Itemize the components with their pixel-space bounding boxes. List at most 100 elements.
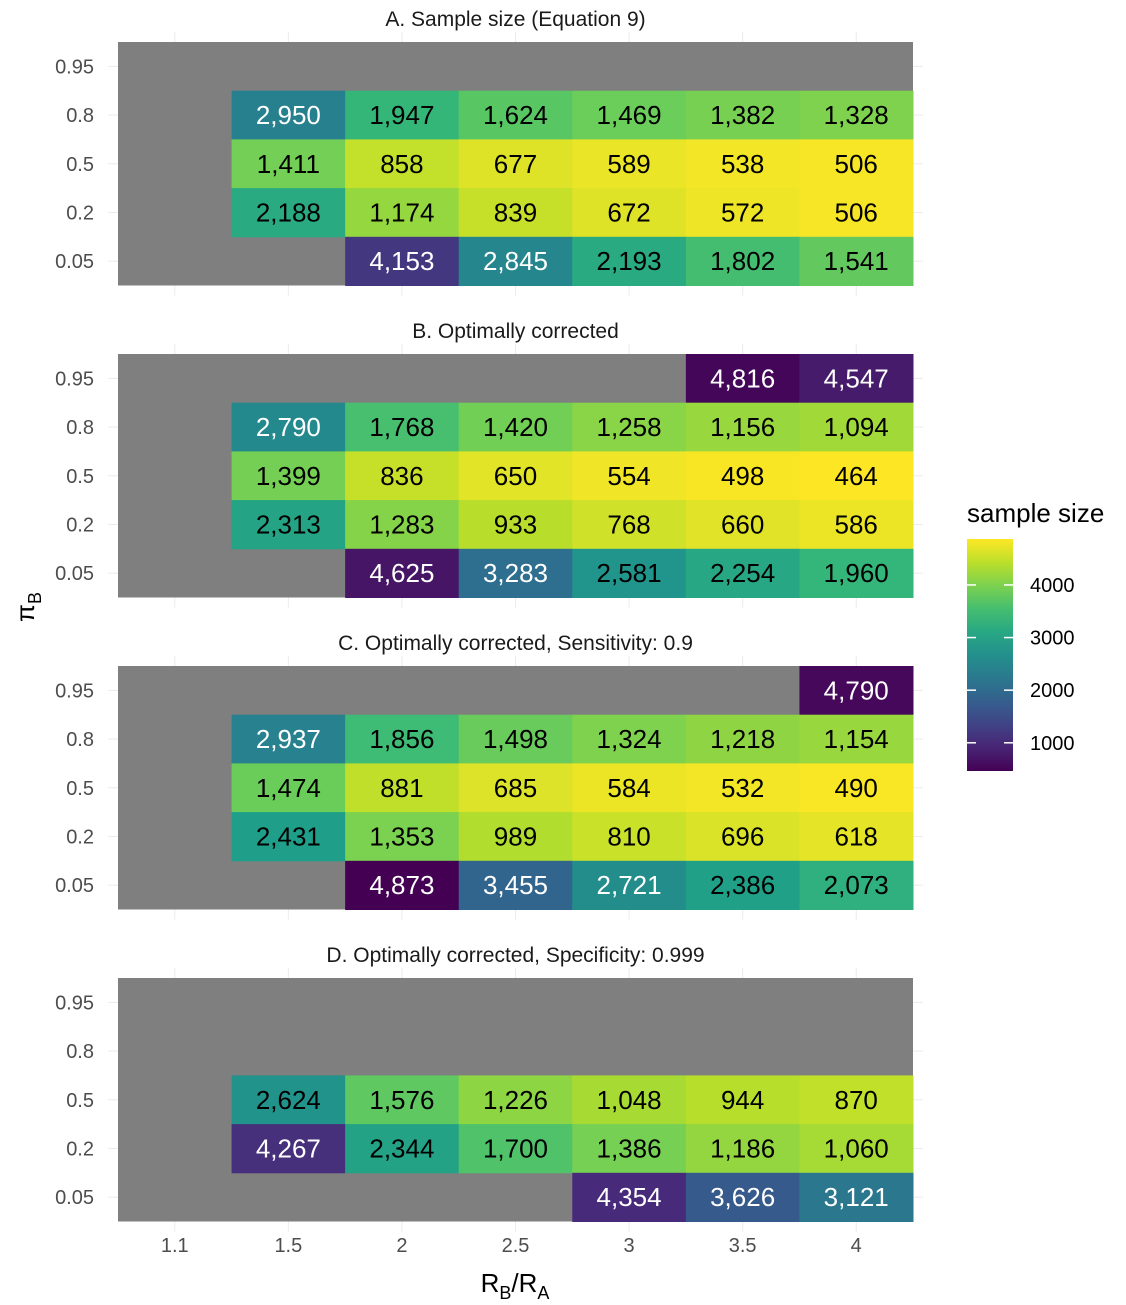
heatmap-cell xyxy=(572,812,687,862)
heatmap-cell xyxy=(685,236,800,286)
cell-label: 2,721 xyxy=(597,870,662,900)
heatmap-cell xyxy=(572,451,687,501)
heatmap-cell xyxy=(345,500,460,550)
cell-label: 618 xyxy=(835,821,878,851)
heatmap-cell xyxy=(345,1075,460,1125)
heatmap-cell xyxy=(458,139,573,189)
heatmap-cell xyxy=(231,500,346,550)
heatmap-cell xyxy=(685,90,800,140)
cell-label: 584 xyxy=(607,773,650,803)
y-tick-label: 0.8 xyxy=(66,105,94,127)
cell-label: 1,768 xyxy=(369,412,434,442)
legend-colorbar xyxy=(967,539,1013,771)
heatmap-cell xyxy=(685,188,800,238)
y-tick-label: 0.05 xyxy=(55,251,94,273)
heatmap-cell xyxy=(685,1075,800,1125)
heatmap-cell xyxy=(458,402,573,452)
cell-label: 464 xyxy=(835,461,878,491)
cell-label: 1,960 xyxy=(824,558,889,588)
cell-label: 1,576 xyxy=(369,1085,434,1115)
heatmap-cell xyxy=(799,1172,914,1222)
panel-1: A. Sample size (Equation 9) 0.95 0.8 2,950 1… xyxy=(55,8,923,296)
heatmap-cell xyxy=(231,714,346,764)
heatmap-cell xyxy=(799,666,914,716)
cell-label: 1,624 xyxy=(483,100,548,130)
cell-label: 1,474 xyxy=(256,773,321,803)
cell-label: 2,344 xyxy=(369,1133,434,1163)
heatmap-cell xyxy=(572,860,687,910)
cell-label: 2,950 xyxy=(256,100,321,130)
heatmap-cell xyxy=(685,451,800,501)
heatmap-cell xyxy=(799,188,914,238)
cell-label: 672 xyxy=(607,197,650,227)
cell-label: 538 xyxy=(721,149,764,179)
cell-label: 1,174 xyxy=(369,197,434,227)
heatmap-cell xyxy=(231,763,346,813)
cell-label: 2,624 xyxy=(256,1085,321,1115)
heatmap-cell xyxy=(572,1124,687,1174)
cell-label: 989 xyxy=(494,821,537,851)
cell-label: 1,258 xyxy=(597,412,662,442)
cell-label: 1,324 xyxy=(597,724,662,754)
heatmap-cell xyxy=(799,500,914,550)
cell-label: 2,386 xyxy=(710,870,775,900)
cell-label: 685 xyxy=(494,773,537,803)
y-axis-title-main: π xyxy=(10,604,40,622)
legend-tick-label: 1000 xyxy=(1030,733,1075,755)
panel-title: C. Optimally corrected, Sensitivity: 0.9 xyxy=(338,632,693,655)
cell-label: 3,283 xyxy=(483,558,548,588)
cell-label: 572 xyxy=(721,197,764,227)
heatmap-cell xyxy=(799,1075,914,1125)
heatmap-cell xyxy=(231,139,346,189)
cell-label: 768 xyxy=(607,509,650,539)
cell-label: 532 xyxy=(721,773,764,803)
heatmap-cell xyxy=(799,139,914,189)
y-tick-label: 0.05 xyxy=(55,563,94,585)
heatmap-cell xyxy=(231,188,346,238)
x-axis-title-main2: R xyxy=(519,1268,538,1298)
cell-label: 4,153 xyxy=(369,246,434,276)
cell-label: 1,856 xyxy=(369,724,434,754)
cell-label: 4,354 xyxy=(597,1182,662,1212)
heatmap-cell xyxy=(685,139,800,189)
heatmap-cell xyxy=(345,714,460,764)
legend: sample size 4000 3000 2000 1000 xyxy=(967,498,1104,771)
cell-label: 1,226 xyxy=(483,1085,548,1115)
heatmap-cell xyxy=(799,90,914,140)
cell-label: 2,313 xyxy=(256,509,321,539)
cell-label: 696 xyxy=(721,821,764,851)
heatmap-cell xyxy=(458,714,573,764)
heatmap-cell xyxy=(799,1124,914,1174)
cell-label: 498 xyxy=(721,461,764,491)
cell-label: 1,094 xyxy=(824,412,889,442)
cell-label: 2,193 xyxy=(597,246,662,276)
y-tick-label: 0.5 xyxy=(66,778,94,800)
heatmap-cell xyxy=(345,1124,460,1174)
cell-label: 2,188 xyxy=(256,197,321,227)
cell-label: 3,121 xyxy=(824,1182,889,1212)
heatmap-cell xyxy=(572,763,687,813)
heatmap-cell xyxy=(685,1124,800,1174)
heatmap-cell xyxy=(458,763,573,813)
x-axis-title-sub1: B xyxy=(499,1283,511,1303)
y-tick-label: 0.95 xyxy=(55,680,94,702)
heatmap-cell xyxy=(799,402,914,452)
heatmap-cell xyxy=(572,1075,687,1125)
legend-tick-label: 2000 xyxy=(1030,680,1075,702)
legend-tick-label: 3000 xyxy=(1030,628,1075,650)
heatmap-cell xyxy=(799,763,914,813)
heatmap-cell xyxy=(458,1075,573,1125)
cell-label: 2,790 xyxy=(256,412,321,442)
cell-label: 1,399 xyxy=(256,461,321,491)
cell-label: 1,411 xyxy=(257,149,320,179)
x-tick-label: 1.1 xyxy=(161,1235,189,1257)
heatmap-cell xyxy=(685,812,800,862)
cell-label: 2,431 xyxy=(256,821,321,851)
cell-label: 858 xyxy=(380,149,423,179)
cell-label: 660 xyxy=(721,509,764,539)
y-tick-label: 0.05 xyxy=(55,1187,94,1209)
cell-label: 1,541 xyxy=(824,246,889,276)
heatmap-cell xyxy=(345,236,460,286)
x-axis-title: RB/RA xyxy=(481,1268,550,1303)
heatmap-cell xyxy=(572,90,687,140)
